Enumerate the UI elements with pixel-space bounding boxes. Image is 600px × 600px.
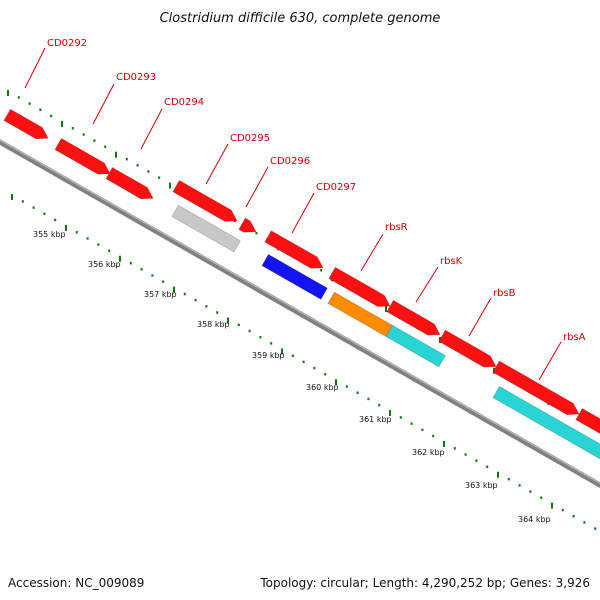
gene-leader-line: [291, 192, 315, 234]
feature-track: [3, 108, 600, 460]
gene-feature-red: [264, 230, 324, 269]
gene-label-rbsk: rbsK: [440, 256, 463, 267]
gene-label-cd0296: CD0296: [270, 156, 310, 167]
position-labels: 355 kbp 356 kbp 357 kbp 358 kbp 359 kbp …: [33, 230, 551, 524]
gene-leader-line: [205, 143, 229, 185]
gene-label-lines: [24, 47, 562, 381]
gene-feature-red: [54, 137, 111, 175]
gene-leader-line: [245, 166, 269, 208]
genome-backbone-highlight: [0, 139, 600, 484]
kbp-label-358: 358 kbp: [197, 320, 230, 329]
gene-feature-red: [238, 217, 257, 233]
kbp-label-360: 360 kbp: [306, 383, 339, 392]
gene-feature-gray: [171, 204, 241, 253]
kbp-label-359: 359 kbp: [252, 351, 285, 360]
gene-feature-cyan: [492, 385, 600, 460]
gene-leader-line: [538, 341, 562, 381]
gene-labels: CD0292 CD0293 CD0294 CD0295 CD0296 CD029…: [47, 38, 586, 343]
gene-feature-red: [105, 167, 154, 200]
gene-feature-red: [492, 360, 580, 415]
kbp-label-364: 364 kbp: [518, 515, 551, 524]
gene-label-rbsb: rbsB: [493, 288, 516, 299]
gene-feature-red: [386, 300, 441, 336]
inner-tick-ring: [11, 194, 597, 530]
gene-leader-line: [24, 47, 46, 89]
gene-leader-line: [92, 83, 115, 125]
gene-feature-red: [575, 408, 600, 434]
gene-leader-line: [415, 266, 439, 303]
accession-text: Accession: NC_009089: [8, 576, 145, 590]
kbp-label-362: 362 kbp: [412, 448, 445, 457]
gene-leader-line: [360, 233, 384, 272]
gene-label-cd0297: CD0297: [316, 182, 356, 193]
kbp-label-361: 361 kbp: [359, 415, 392, 424]
topology-text: Topology: circular; Length: 4,290,252 bp…: [260, 576, 590, 590]
gene-feature-red: [172, 180, 238, 222]
gene-label-cd0294: CD0294: [164, 97, 204, 108]
gene-feature-red: [438, 329, 497, 368]
kbp-label-357: 357 kbp: [144, 290, 177, 299]
kbp-label-356: 356 kbp: [88, 260, 121, 269]
gene-feature-red: [328, 266, 391, 307]
map-title: Clostridium difficile 630, complete geno…: [160, 11, 441, 26]
gene-leader-line: [468, 297, 492, 337]
gene-label-cd0292: CD0292: [47, 38, 87, 49]
gene-label-cd0293: CD0293: [116, 72, 156, 83]
gene-feature-cyan: [385, 324, 446, 368]
gene-label-rbsr: rbsR: [385, 222, 408, 233]
gene-feature-red: [3, 108, 49, 140]
kbp-label-355: 355 kbp: [33, 230, 66, 239]
kbp-label-363: 363 kbp: [465, 481, 498, 490]
gene-feature-blue: [261, 253, 328, 300]
gene-leader-line: [140, 108, 163, 150]
gene-label-rbsa: rbsA: [563, 332, 586, 343]
gene-label-cd0295: CD0295: [230, 133, 270, 144]
